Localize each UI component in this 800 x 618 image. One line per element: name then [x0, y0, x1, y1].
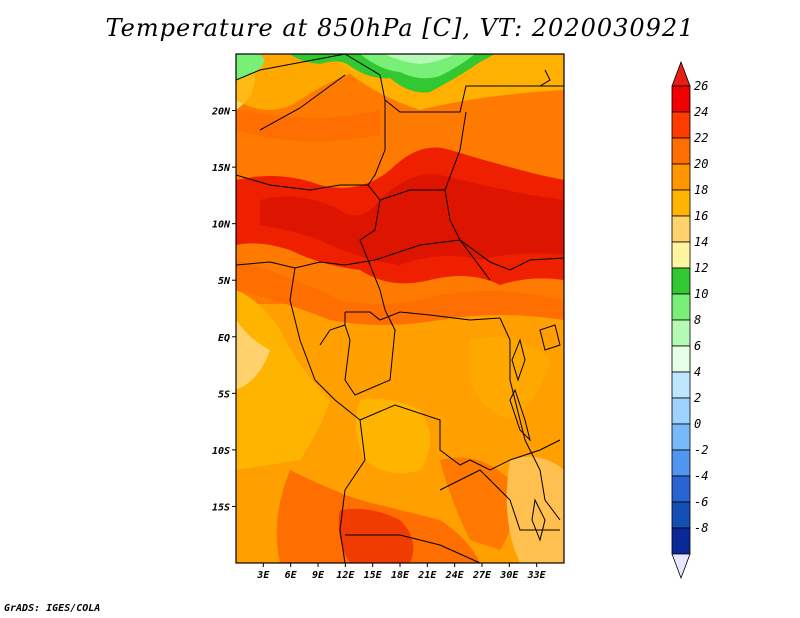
lon-tick-label: 3E — [256, 570, 270, 581]
lon-tick-label: 33E — [527, 570, 547, 581]
colorbar-label: 22 — [694, 131, 708, 145]
colorbar-label: -4 — [694, 469, 708, 483]
colorbar-swatch — [671, 267, 691, 295]
colorbar-swatch — [671, 423, 691, 451]
colorbar-swatch — [671, 137, 691, 165]
lon-tick-label: 27E — [472, 570, 492, 581]
colorbar-label: 26 — [694, 79, 708, 93]
colorbar-label: 2 — [694, 391, 701, 405]
colorbar-swatch — [671, 189, 691, 217]
temperature-field — [236, 54, 564, 563]
colorbar-label: 0 — [694, 417, 701, 431]
colorbar-label: 18 — [694, 183, 708, 197]
colorbar-swatch — [671, 371, 691, 399]
colorbar-label: -8 — [694, 521, 708, 535]
colorbar-label: 14 — [694, 235, 708, 249]
lat-tick-label: EQ — [218, 333, 230, 344]
colorbar-swatch — [671, 475, 691, 503]
lat-tick-label: 10N — [212, 220, 231, 231]
colorbar-label: 12 — [694, 261, 708, 275]
lat-tick-label: 5S — [218, 389, 230, 400]
lon-tick-label: 6E — [285, 570, 298, 581]
colorbar-swatch — [671, 85, 691, 113]
colorbar-swatch — [671, 397, 691, 425]
colorbar-label: -6 — [694, 495, 708, 509]
colorbar-label: 8 — [694, 313, 701, 327]
lat-tick-label: 20N — [211, 107, 231, 118]
colorbar-swatch — [671, 449, 691, 477]
colorbar-swatch — [671, 163, 691, 191]
colorbar-swatch — [671, 501, 691, 529]
lon-tick-label: 30E — [499, 570, 519, 581]
colorbar-swatch — [671, 527, 691, 555]
colorbar-label: 4 — [694, 365, 701, 379]
map-title: Temperature at 850hPa [C], VT: 202003092… — [105, 14, 695, 42]
footer-credit: GrADS: IGES/COLA — [4, 603, 101, 614]
longitude-axis: 3E 6E 9E 12E 15E 18E 21E 24E 27E 30E 33E — [256, 563, 547, 581]
colorbar-top-arrow — [671, 60, 691, 87]
colorbar-swatch — [671, 241, 691, 269]
colorbar-swatch — [671, 111, 691, 139]
lat-tick-label: 15N — [212, 163, 231, 174]
colorbar-swatch — [671, 293, 691, 321]
colorbar-label: 10 — [694, 287, 708, 301]
lon-tick-label: 18E — [391, 570, 410, 581]
latitude-axis: 20N 15N 10N 5N EQ 5S 10S 15S — [211, 107, 236, 513]
colorbar-label: 16 — [694, 209, 708, 223]
lon-tick-label: 21E — [417, 570, 437, 581]
colorbar-swatch — [671, 319, 691, 347]
lon-tick-label: 24E — [445, 570, 465, 581]
lon-tick-label: 15E — [364, 570, 383, 581]
lat-tick-label: 15S — [212, 502, 230, 513]
lon-tick-label: 12E — [336, 570, 355, 581]
lat-tick-label: 5N — [218, 276, 231, 287]
colorbar-label: -2 — [694, 443, 708, 457]
colorbar-label: 6 — [694, 339, 701, 353]
colorbar-label: 24 — [694, 105, 708, 119]
lat-tick-label: 10S — [212, 446, 230, 457]
country-borders — [236, 54, 564, 563]
colorbar-swatch — [671, 345, 691, 373]
colorbar-bottom-arrow — [671, 553, 691, 580]
lon-tick-label: 9E — [312, 570, 325, 581]
colorbar-label: 20 — [694, 157, 708, 171]
colorbar-swatch — [671, 215, 691, 243]
